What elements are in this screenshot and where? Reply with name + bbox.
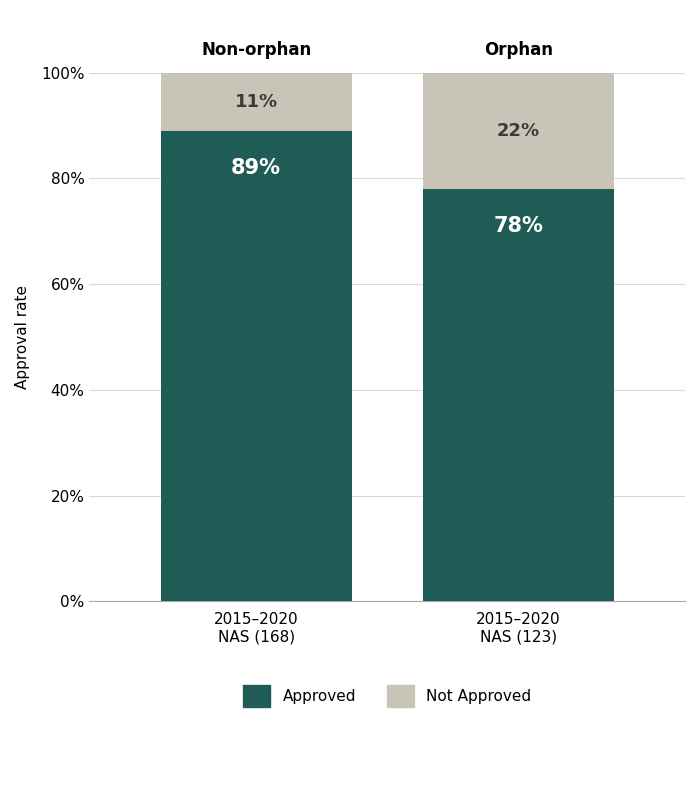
Text: 22%: 22% xyxy=(497,122,540,140)
Bar xyxy=(161,131,351,601)
Text: 78%: 78% xyxy=(494,216,543,236)
Text: 11%: 11% xyxy=(234,93,278,110)
Bar xyxy=(161,73,351,131)
Y-axis label: Approval rate: Approval rate xyxy=(15,285,30,389)
Text: Non-orphan: Non-orphan xyxy=(201,41,312,60)
Bar xyxy=(423,189,613,601)
Legend: Approved, Not Approved: Approved, Not Approved xyxy=(235,678,539,715)
Text: 89%: 89% xyxy=(231,158,281,178)
Bar xyxy=(423,73,613,189)
Text: Orphan: Orphan xyxy=(484,41,553,60)
